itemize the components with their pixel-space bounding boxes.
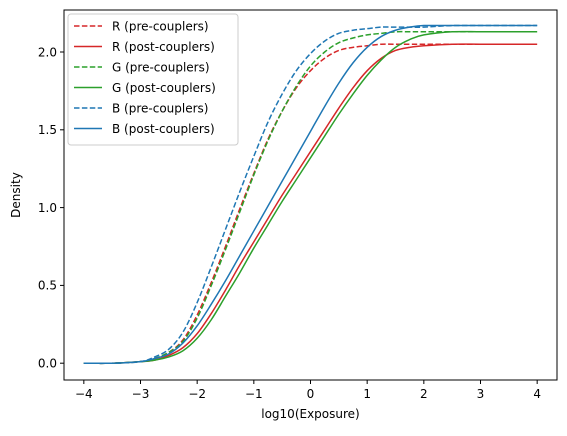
x-tick-label: 3 xyxy=(477,387,485,401)
x-tick-label: 4 xyxy=(533,387,541,401)
series-line-g-post-couplers xyxy=(83,30,538,365)
y-tick-label: 0.5 xyxy=(38,279,57,293)
x-tick-label: −4 xyxy=(75,387,93,401)
x-axis-label: log10(Exposure) xyxy=(261,407,359,421)
x-tick-label: −1 xyxy=(245,387,263,401)
legend-label: G (pre-couplers) xyxy=(112,60,210,74)
series-line-b-pre-couplers xyxy=(83,24,538,365)
series-line-r-post-couplers xyxy=(83,43,538,365)
y-tick-label: 1.5 xyxy=(38,123,57,137)
x-tick-label: −2 xyxy=(188,387,206,401)
series-lines xyxy=(83,24,538,365)
x-tick-label: −3 xyxy=(132,387,150,401)
series-line-b-post-couplers xyxy=(83,24,538,365)
series-line-g-pre-couplers xyxy=(83,30,538,365)
legend-label: G (post-couplers) xyxy=(112,81,216,95)
y-tick-label: 2.0 xyxy=(38,45,57,59)
y-tick-label: 1.0 xyxy=(38,201,57,215)
legend-label: R (pre-couplers) xyxy=(112,19,209,33)
legend: R (pre-couplers) R (post-couplers) G (pre-… xyxy=(67,13,239,146)
x-tick-label: 1 xyxy=(363,387,371,401)
y-axis-ticks: 0.0 0.5 1.0 1.5 2.0 xyxy=(38,45,64,370)
x-axis-ticks: −4 −3 −2 −1 0 1 2 3 4 xyxy=(75,380,541,401)
legend-label: R (post-couplers) xyxy=(112,40,215,54)
legend-label: B (post-couplers) xyxy=(112,122,215,136)
legend-frame xyxy=(67,13,239,146)
y-axis-label: Density xyxy=(9,172,23,218)
x-tick-label: 2 xyxy=(420,387,428,401)
x-tick-label: 0 xyxy=(307,387,315,401)
y-tick-label: 0.0 xyxy=(38,356,57,370)
legend-label: B (pre-couplers) xyxy=(112,101,208,115)
